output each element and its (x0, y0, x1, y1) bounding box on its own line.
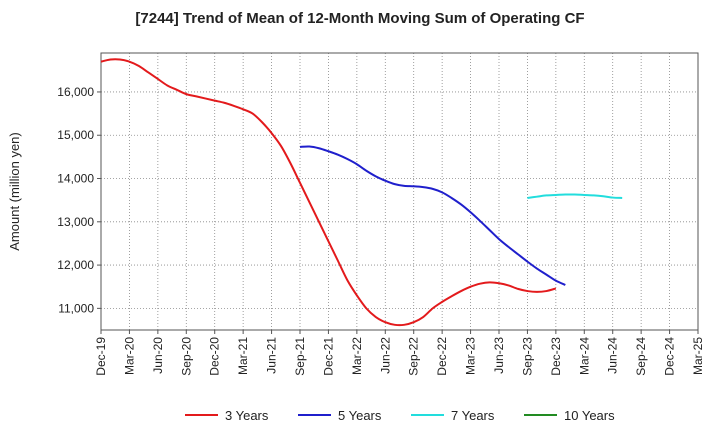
legend-label-5-years: 5 Years (338, 408, 382, 423)
x-tick-label: Sep-24 (634, 337, 648, 376)
series-lines (100, 58, 623, 327)
chart-title: [7244] Trend of Mean of 12-Month Moving … (135, 10, 585, 27)
x-tick-label: Dec-23 (549, 337, 563, 376)
plot-area-frame (100, 52, 699, 331)
series-line-3-years (100, 58, 557, 327)
y-axis-label: Amount (million yen) (7, 132, 22, 251)
x-tick-label: Dec-20 (208, 337, 222, 376)
x-tick-label: Mar-21 (236, 337, 250, 375)
x-tick-label: Sep-20 (179, 337, 193, 376)
x-tick-label: Mar-23 (464, 337, 478, 375)
x-tick-label: Jun-22 (378, 337, 392, 374)
y-axis-ticks: 11,000 12,000 13,000 14,000 15,000 16,000 (57, 85, 101, 315)
x-tick-label: Jun-20 (151, 337, 165, 374)
x-tick-label: Sep-23 (520, 337, 534, 376)
x-tick-label: Dec-24 (663, 337, 677, 376)
y-tick-label: 12,000 (57, 258, 94, 272)
x-tick-label: Mar-24 (577, 337, 591, 375)
series-line-5-years (299, 145, 566, 286)
x-axis-ticks: Dec-19 Mar-20 Jun-20 Sep-20 Dec-20 Mar-21 Jun-… (94, 330, 705, 376)
x-tick-label: Mar-25 (691, 337, 705, 375)
y-tick-label: 15,000 (57, 128, 94, 142)
x-tick-label: Mar-20 (122, 337, 136, 375)
x-tick-label: Sep-21 (293, 337, 307, 376)
grid-lines (100, 53, 699, 330)
series-line-7-years (527, 193, 623, 199)
legend-label-3-years: 3 Years (225, 408, 269, 423)
legend: 3 Years 5 Years 7 Years 10 Years (185, 408, 615, 423)
legend-label-10-years: 10 Years (564, 408, 615, 423)
y-tick-label: 16,000 (57, 85, 94, 99)
x-tick-label: Dec-19 (94, 337, 108, 376)
y-tick-label: 11,000 (58, 301, 94, 315)
x-tick-label: Dec-21 (321, 337, 335, 376)
y-tick-label: 13,000 (57, 215, 94, 229)
x-tick-label: Jun-24 (606, 337, 620, 374)
x-tick-label: Mar-22 (350, 337, 364, 375)
y-tick-label: 14,000 (57, 172, 94, 186)
x-tick-label: Sep-22 (407, 337, 421, 376)
x-tick-label: Dec-22 (435, 337, 449, 376)
legend-label-7-years: 7 Years (451, 408, 495, 423)
x-tick-label: Jun-21 (265, 337, 279, 374)
x-tick-label: Jun-23 (492, 337, 506, 374)
